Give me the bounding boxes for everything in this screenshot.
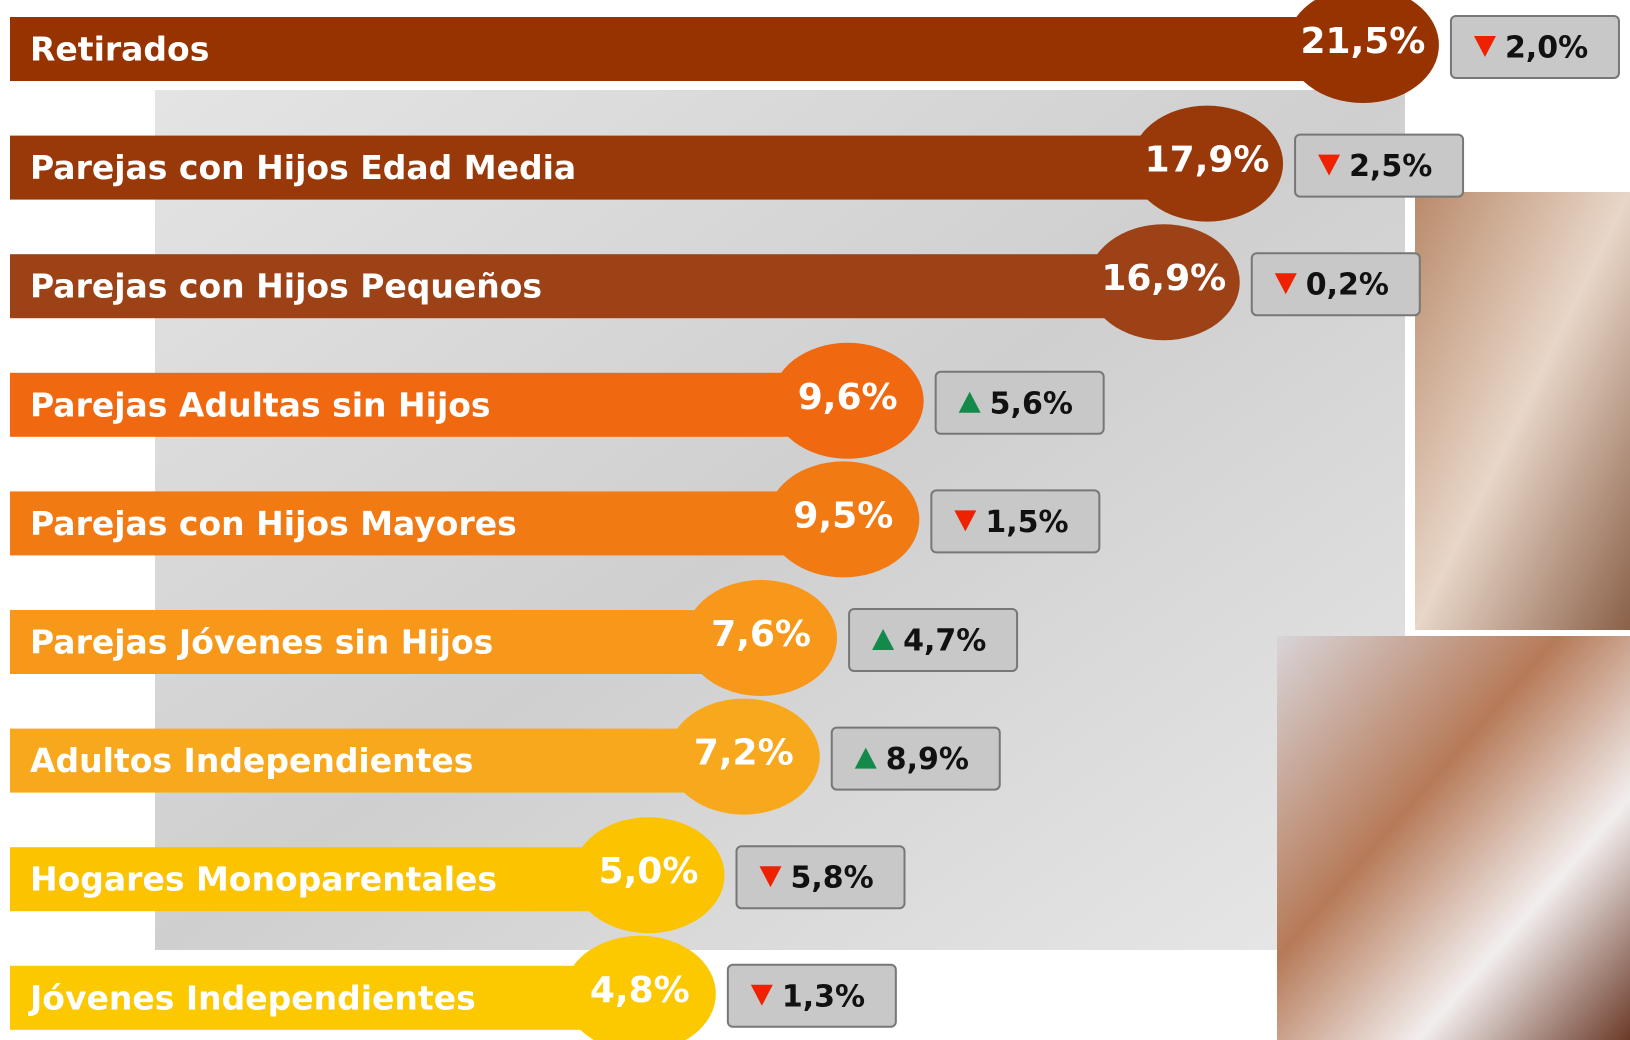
- bar: [10, 17, 1363, 81]
- photo-elderly-couple: [1415, 192, 1630, 630]
- value-label: 5,0%: [599, 851, 699, 892]
- chart: Retirados 21,5% 2,0% Parejas con Hijos Edad…: [0, 0, 1630, 1040]
- change-label: 0,2%: [1306, 268, 1389, 303]
- category-label: Parejas con Hijos Mayores: [30, 504, 517, 543]
- change-label: 5,8%: [791, 861, 874, 896]
- value-label: 9,5%: [793, 495, 893, 536]
- value-label: 16,9%: [1101, 258, 1226, 299]
- change-label: 8,9%: [886, 742, 969, 777]
- change-label: 1,3%: [782, 979, 865, 1014]
- value-label: 21,5%: [1300, 21, 1425, 62]
- category-label: Parejas con Hijos Edad Media: [30, 148, 576, 187]
- category-label: Parejas Jóvenes sin Hijos: [30, 623, 493, 662]
- category-label: Hogares Monoparentales: [30, 860, 497, 899]
- value-label: 7,2%: [694, 733, 794, 774]
- category-label: Parejas Adultas sin Hijos: [30, 385, 491, 424]
- category-label: Adultos Independientes: [30, 741, 473, 780]
- value-label: 9,6%: [798, 377, 898, 418]
- change-label: 5,6%: [990, 386, 1073, 421]
- value-label: 17,9%: [1145, 140, 1270, 181]
- change-label: 4,7%: [903, 624, 986, 659]
- category-label: Parejas con Hijos Pequeños: [30, 267, 542, 306]
- change-label: 2,5%: [1349, 149, 1432, 184]
- change-label: 1,5%: [985, 505, 1068, 540]
- value-label: 7,6%: [711, 614, 811, 655]
- category-label: Retirados: [30, 30, 209, 69]
- value-label: 4,8%: [590, 970, 690, 1011]
- category-label: Jóvenes Independientes: [28, 978, 476, 1017]
- change-label: 2,0%: [1505, 31, 1588, 66]
- photo-family: [1277, 636, 1630, 1040]
